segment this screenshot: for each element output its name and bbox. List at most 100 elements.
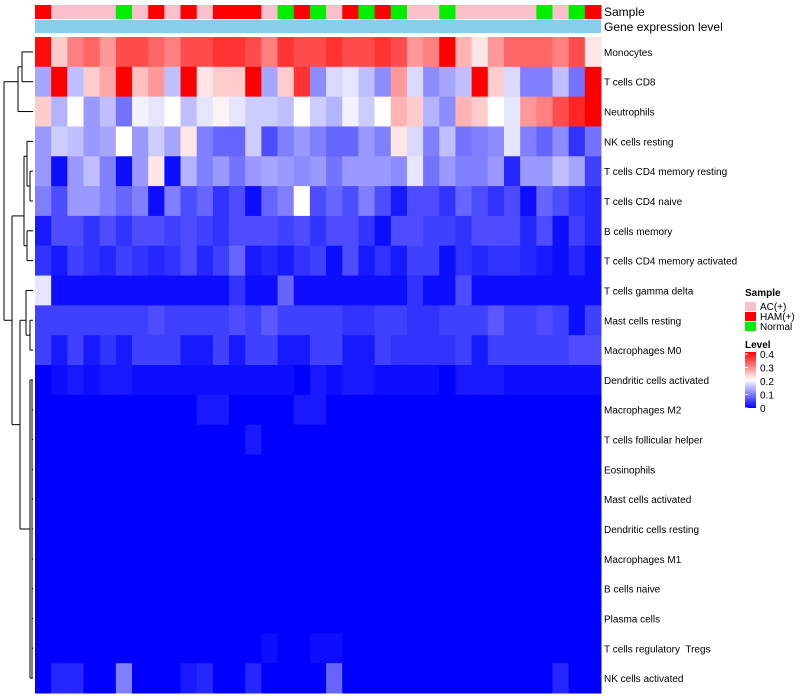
heatmap-cell: [180, 603, 198, 634]
heatmap-cell: [584, 365, 602, 396]
row-label: Dendritic cells resting: [604, 525, 699, 536]
heatmap-cell: [83, 663, 101, 694]
heatmap-cell: [423, 66, 440, 98]
heatmap-cell: [229, 96, 246, 127]
legend-sample-entries: AC(+)HAM(+)Normal: [745, 302, 795, 333]
heatmap-cell: [35, 543, 52, 575]
heatmap-cell: [406, 573, 424, 605]
heatmap-cell: [342, 275, 359, 306]
heatmap-cell: [520, 305, 537, 336]
heatmap-cell: [293, 543, 311, 575]
heatmap-cell: [115, 633, 133, 664]
heatmap-cell: [439, 66, 456, 98]
heatmap-cell: [374, 156, 392, 187]
heatmap-cell: [212, 633, 230, 664]
heatmap-cell: [164, 275, 182, 306]
heatmap-cell: [164, 603, 182, 634]
heatmap-cell: [180, 275, 198, 306]
heatmap-cell: [164, 663, 182, 694]
heatmap-cell: [326, 365, 343, 396]
heatmap-cell: [471, 275, 489, 306]
heatmap-cell: [374, 454, 392, 485]
heatmap-cell: [67, 66, 85, 98]
heatmap-cell: [520, 663, 537, 694]
heatmap-cell: [196, 186, 214, 217]
heatmap-cell: [196, 66, 214, 98]
heatmap-cell: [471, 603, 489, 634]
heatmap-cell: [471, 66, 489, 98]
heatmap-cell: [584, 156, 602, 187]
heatmap-cell: [196, 156, 214, 187]
heatmap-cell: [164, 335, 182, 366]
heatmap-cell: [552, 663, 570, 694]
heatmap-cell: [358, 66, 376, 98]
heatmap-cell: [390, 514, 408, 545]
heatmap-cell: [423, 245, 440, 277]
heatmap-cell: [471, 37, 489, 68]
heatmap-cell: [164, 186, 182, 217]
heatmap-cell: [390, 424, 408, 455]
heatmap-cell: [132, 573, 149, 605]
heatmap-cell: [487, 454, 505, 485]
heatmap-cell: [83, 245, 101, 277]
heatmap-cell: [390, 365, 408, 396]
heatmap-cell: [35, 454, 52, 485]
heatmap-cell: [261, 454, 279, 485]
heatmap-cell: [358, 424, 376, 455]
heatmap-cell: [471, 365, 489, 396]
heatmap-cell: [309, 96, 327, 127]
heatmap-cell: [455, 663, 473, 694]
heatmap-cell: [132, 514, 149, 545]
heatmap-cell: [455, 633, 473, 664]
heatmap-cell: [51, 603, 68, 634]
heatmap-cell: [487, 37, 505, 68]
row-label: T cells gamma delta: [604, 286, 694, 297]
heatmap-cell: [439, 37, 456, 68]
heatmap-cell: [487, 394, 505, 426]
heatmap-cell: [326, 543, 343, 575]
heatmap-cell: [67, 37, 85, 68]
heatmap-cell: [115, 573, 133, 605]
heatmap-cell: [390, 484, 408, 515]
heatmap-cell: [132, 335, 149, 366]
heatmap-cell: [83, 335, 101, 366]
heatmap-cell: [196, 215, 214, 247]
heatmap-cell: [568, 424, 586, 455]
heatmap-cell: [536, 633, 553, 664]
heatmap-cell: [374, 66, 392, 98]
heatmap-cell: [261, 126, 279, 157]
heatmap-cell: [132, 156, 149, 187]
legend-sample-swatch: [745, 322, 756, 331]
heatmap-cell: [423, 126, 440, 157]
heatmap-cell: [196, 603, 214, 634]
heatmap-cell: [455, 275, 473, 306]
heatmap-cell: [406, 335, 424, 366]
heatmap-cell: [35, 275, 52, 306]
heatmap-cell: [180, 96, 198, 127]
heatmap-cell: [584, 603, 602, 634]
heatmap-cell: [51, 394, 68, 426]
heatmap-cell: [115, 424, 133, 455]
heatmap-cell: [568, 454, 586, 485]
heatmap-cell: [261, 603, 279, 634]
legend-level-ticks: 0.4 0.3 0.2 0.1 0: [745, 350, 774, 415]
heatmap-cell: [212, 156, 230, 187]
heatmap-cell: [35, 603, 52, 634]
heatmap-cell: [35, 126, 52, 157]
heatmap-cell: [309, 156, 327, 187]
heatmap-cell: [164, 245, 182, 277]
heatmap-cell: [115, 96, 133, 127]
heatmap-cell: [148, 66, 165, 98]
heatmap-cell: [164, 305, 182, 336]
heatmap-cell: [51, 126, 68, 157]
heatmap-cell: [390, 394, 408, 426]
heatmap-cell: [374, 215, 392, 247]
heatmap-cell: [390, 245, 408, 277]
heatmap-cell: [390, 603, 408, 634]
heatmap-cell: [487, 186, 505, 217]
heatmap-cell: [261, 424, 279, 455]
heatmap-cell: [115, 335, 133, 366]
heatmap-cell: [35, 663, 52, 694]
heatmap-cell: [35, 573, 52, 605]
heatmap-cell: [326, 573, 343, 605]
